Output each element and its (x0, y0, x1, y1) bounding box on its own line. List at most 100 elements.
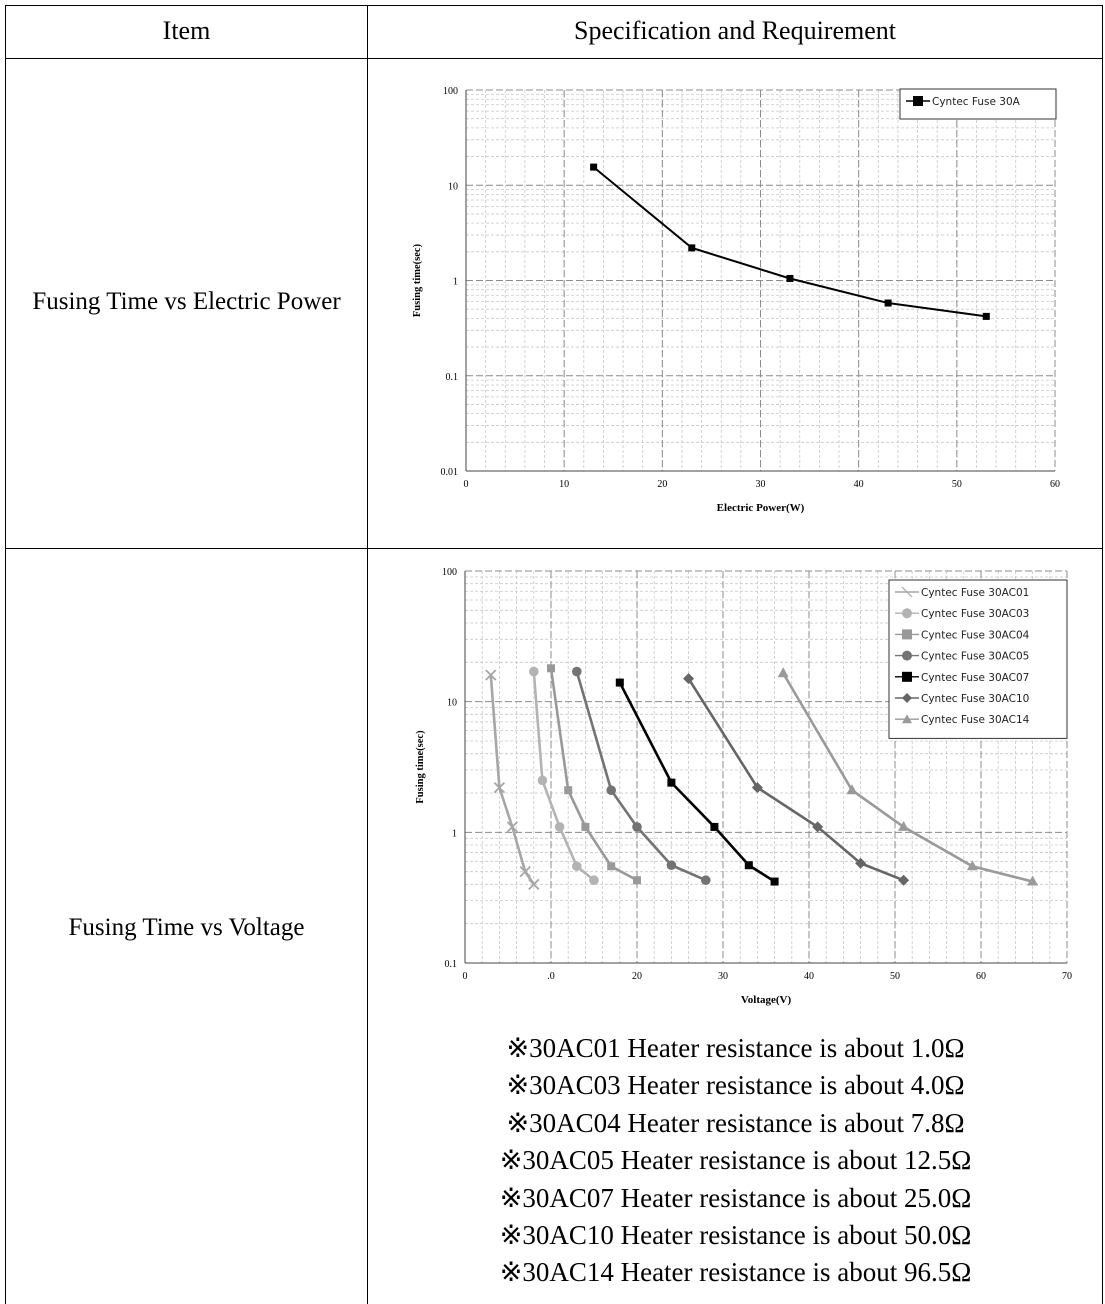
y-tick-label: 1 (453, 277, 458, 288)
data-point (615, 678, 624, 687)
legend-label: Cyntec Fuse 30A (932, 96, 1021, 108)
note-item: ※30AC10 Heater resistance is about 50.0Ω (499, 1220, 972, 1251)
x-tick-label: 40 (854, 479, 864, 490)
row-label-power: Fusing Time vs Electric Power (32, 288, 341, 315)
legend-box (899, 88, 1057, 120)
series-line (549, 668, 638, 882)
data-point (581, 822, 590, 831)
data-point (589, 875, 599, 886)
data-point (528, 878, 540, 890)
legend-symbol (901, 586, 913, 598)
x-tick-label: 20 (657, 479, 667, 490)
data-point (812, 821, 824, 833)
legend-label: Cyntec Fuse 30AC05 (921, 651, 1029, 663)
table-border-right (1102, 5, 1103, 1304)
data-point (607, 862, 616, 871)
data-point (572, 861, 582, 872)
legend-label: Cyntec Fuse 30AC04 (921, 629, 1030, 641)
data-point (786, 274, 794, 282)
heater-resistance-notes: ※30AC01 Heater resistance is about 1.0Ω … (368, 1030, 1103, 1292)
note-item: ※30AC14 Heater resistance is about 96.5Ω (499, 1257, 972, 1288)
header-spec: Specification and Requirement (573, 16, 896, 45)
y-axis-label: Fusing time(sec) (412, 243, 423, 317)
data-point (529, 666, 539, 677)
series-line (687, 677, 905, 882)
row-label-voltage: Fusing Time vs Voltage (68, 914, 305, 941)
legend-symbol (902, 714, 912, 724)
table-border-top (5, 5, 1103, 6)
x-axis-label: Electric Power(W) (717, 502, 805, 514)
x-tick-label: 0 (464, 479, 469, 490)
voltage-chart: 0 .0 20 30 40 50 60 70 0.1 1 10 100 Voltage(V) Fusing… (415, 567, 1072, 1006)
data-point (688, 244, 696, 252)
data-point (898, 874, 910, 886)
data-point (1027, 875, 1039, 886)
legend-symbol (902, 629, 912, 640)
x-tick-label: 0 (463, 971, 468, 982)
x-tick-label: 50 (890, 971, 900, 982)
data-point (547, 664, 555, 673)
y-axis-label: Fusing time(sec) (415, 730, 426, 804)
header-item: Item (162, 16, 211, 45)
data-point (572, 666, 582, 677)
y-tick-label: 0.01 (441, 467, 459, 478)
legend-box (888, 579, 1068, 739)
x-tick-label: 60 (976, 971, 986, 982)
y-tick-label: 100 (442, 567, 457, 578)
data-point (982, 312, 990, 320)
data-point (493, 781, 506, 794)
y-tick-label: 0.1 (445, 959, 458, 970)
y-tick-label: 10 (447, 698, 457, 709)
legend-label: Cyntec Fuse 30AC01 (921, 587, 1029, 599)
data-point (606, 785, 616, 796)
data-point (564, 786, 573, 795)
legend-label: Cyntec Fuse 30AC07 (921, 672, 1029, 684)
legend-symbol (902, 650, 912, 661)
x-tick-label: 70 (1062, 971, 1072, 982)
table-border-middle (367, 5, 368, 1304)
data-point (632, 822, 642, 832)
data-point (683, 673, 695, 685)
note-item: ※30AC07 Heater resistance is about 25.0Ω (499, 1182, 972, 1213)
x-tick-label: 30 (718, 971, 728, 982)
note-item: ※30AC05 Heater resistance is about 12.5Ω (499, 1145, 972, 1176)
table-border-left (5, 5, 6, 1304)
legend-symbol (902, 608, 912, 619)
data-point (590, 163, 598, 171)
data-point (519, 866, 531, 878)
x-tick-label: 20 (632, 971, 642, 982)
x-tick-label: 30 (756, 479, 766, 490)
x-tick-label: 10 (559, 479, 569, 490)
x-tick-label: .0 (547, 971, 555, 982)
data-point (633, 876, 641, 885)
data-point (667, 778, 676, 787)
data-point (855, 857, 867, 869)
data-point (770, 877, 779, 886)
y-tick-label: 0.1 (446, 372, 459, 383)
legend-label: Cyntec Fuse 30AC03 (921, 608, 1029, 620)
data-point (744, 861, 753, 870)
data-point (777, 667, 789, 678)
x-tick-label: 50 (952, 479, 962, 490)
note-item: ※30AC01 Heater resistance is about 1.0Ω (506, 1033, 965, 1063)
series-line (618, 681, 776, 883)
data-point (898, 820, 910, 831)
power-chart: 0 10 20 30 40 50 60 0.01 0.1 1 10 100 Electric Power… (412, 86, 1060, 514)
data-point (751, 782, 763, 794)
data-point (884, 299, 892, 307)
data-point (966, 860, 978, 871)
legend-symbol (902, 671, 912, 682)
legend-label: Cyntec Fuse 30AC10 (921, 693, 1029, 705)
data-point (666, 860, 677, 871)
y-tick-label: 100 (443, 86, 458, 97)
legend-symbol (902, 693, 912, 703)
series-line (575, 671, 707, 882)
y-tick-label: 10 (448, 181, 458, 192)
legend-symbol (913, 96, 923, 106)
data-point (701, 875, 711, 886)
table-border-header (5, 58, 1103, 59)
data-point (710, 822, 719, 831)
data-point (846, 784, 858, 795)
data-point (506, 821, 518, 833)
y-tick-label: 1 (452, 828, 457, 839)
